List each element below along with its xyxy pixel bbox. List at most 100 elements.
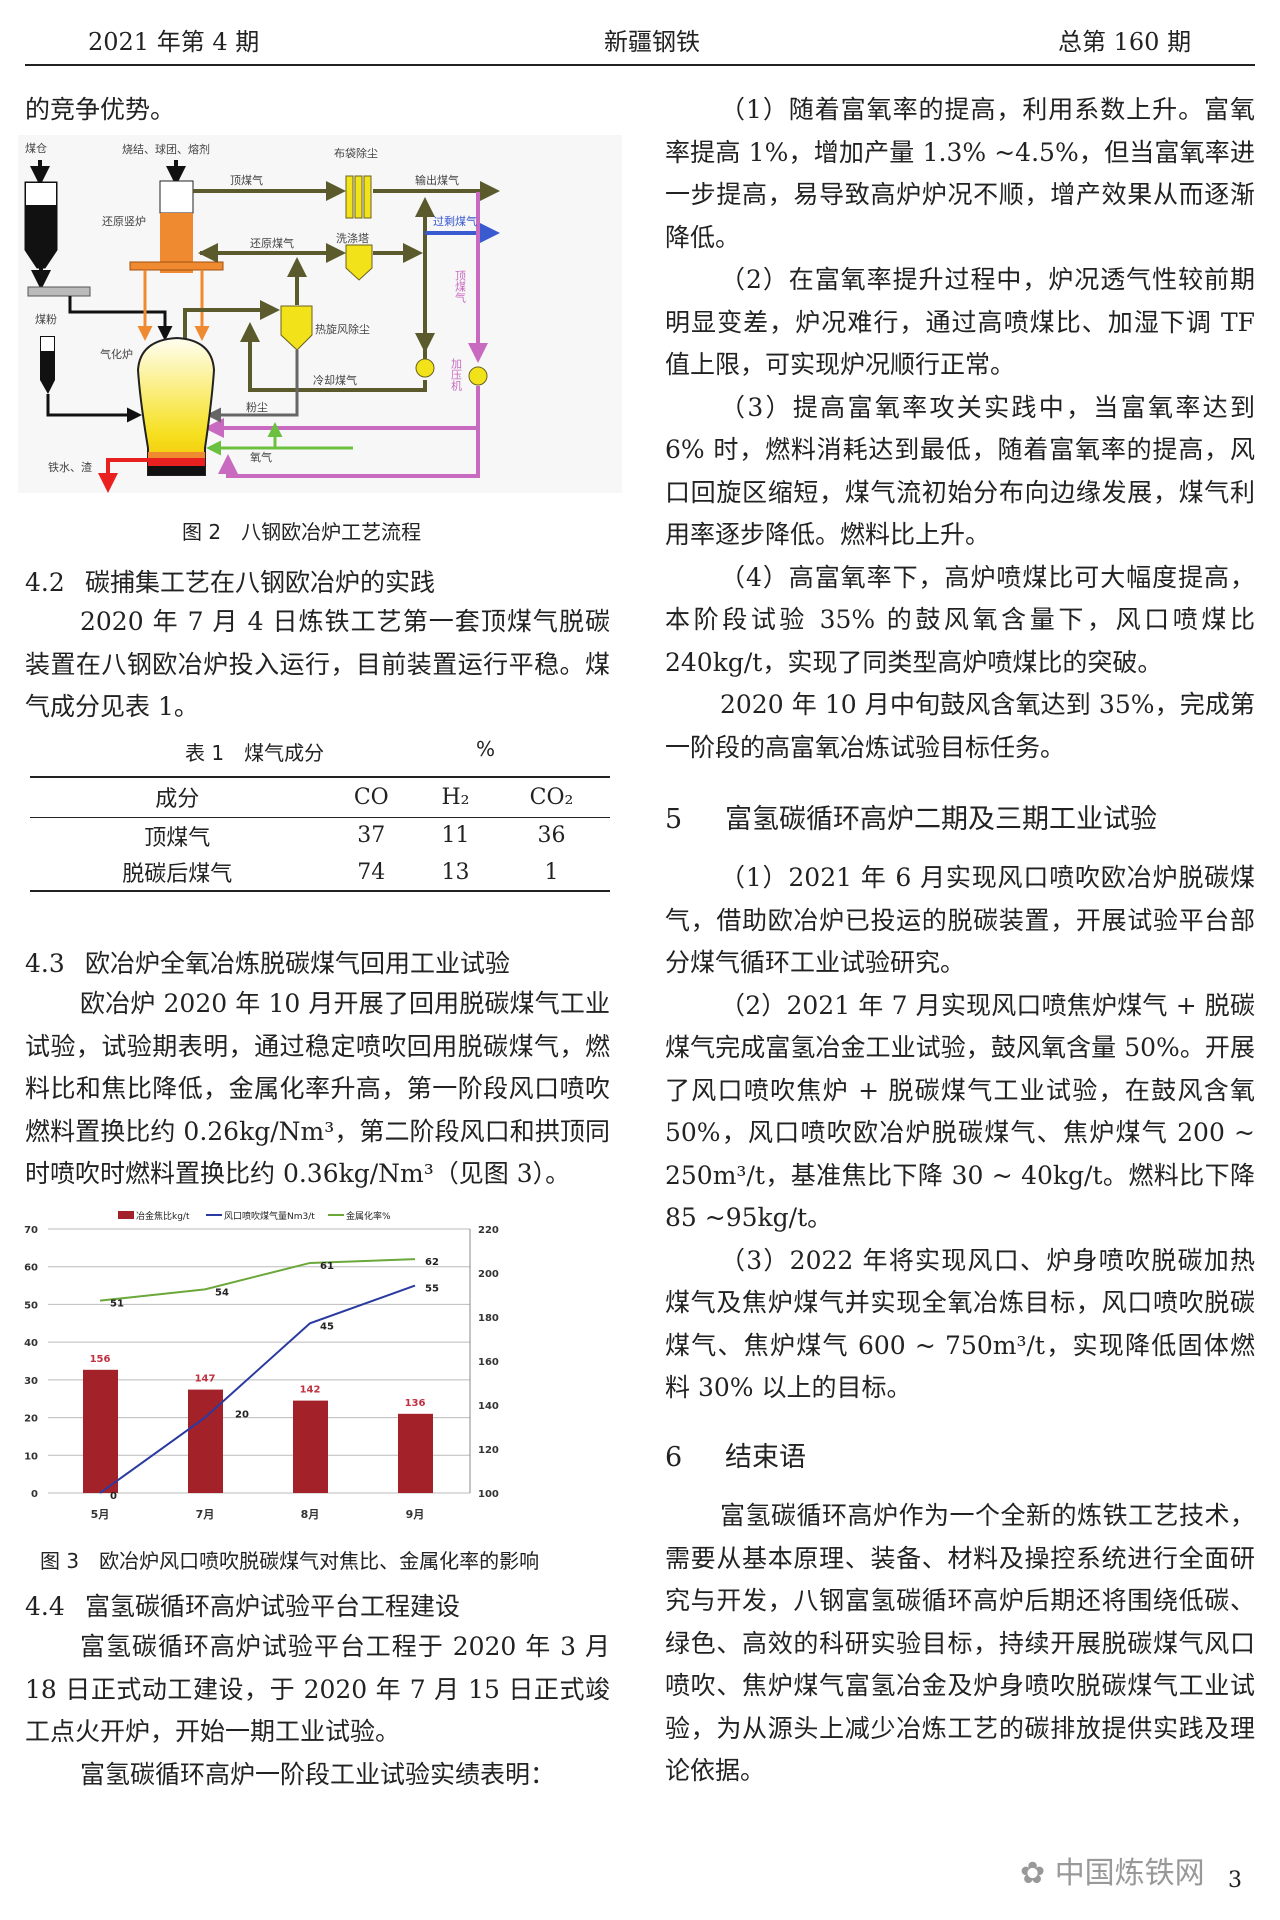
bar-data-label: 156: [90, 1354, 111, 1365]
dust-line: [206, 350, 299, 423]
bar-coke-ratio: [293, 1400, 328, 1493]
section-4-3-heading: 4.3 欧冶炉全氧冶炼脱碳煤气回用工业试验: [25, 949, 511, 978]
y-left-tick-label: 60: [24, 1263, 38, 1274]
section-4-2-body: 2020 年 7 月 4 日炼铁工艺第一套顶煤气脱碳装置在八钢欧冶炉投入运行，目…: [25, 607, 610, 721]
intro-tail: 的竞争优势。: [25, 95, 176, 124]
y-right-tick-label: 100: [478, 1489, 499, 1500]
y-left-tick-label: 50: [24, 1300, 38, 1311]
y-left-tick-label: 40: [24, 1338, 38, 1349]
y-left-tick-label: 30: [24, 1376, 38, 1387]
figure-3-chart: 0102030405060701001201401601802002201561…: [24, 1210, 499, 1521]
label-dust: 粉尘: [246, 401, 268, 414]
oxygen-line: [206, 422, 353, 456]
col-header: 成分: [155, 787, 200, 813]
y-right-tick-label: 220: [478, 1225, 499, 1236]
x-tick-label: 9月: [406, 1508, 425, 1521]
section-5-body: （1）2021 年 6 月实现风口喷吹欧冶炉脱碳煤气，借助欧冶炉已投运的脱碳装置…: [665, 863, 1255, 1402]
bar-data-label: 136: [405, 1398, 426, 1409]
recycled-gas-pipes: [204, 192, 488, 478]
section-4-3-body: 欧冶炉 2020 年 10 月开展了回用脱碳煤气工业试验，试验期表明，通过稳定喷…: [25, 989, 610, 1188]
journal-title: 新疆钢铁: [604, 28, 700, 56]
col-header: H₂: [441, 784, 470, 810]
section-4-2-heading: 4.2 碳捕集工艺在八钢欧冶炉的实践: [25, 568, 436, 597]
y-right-tick-label: 180: [478, 1313, 499, 1324]
col-header: CO: [353, 784, 389, 810]
figure-2-caption: 图 2 八钢欧冶炉工艺流程: [182, 520, 422, 544]
label-excess-gas: 过剩煤气: [433, 214, 477, 228]
label-hot-metal: 铁水、渣: [48, 460, 92, 474]
figure-2-process-flow: 煤仓 烧结、球团、熔剂 还原竖炉 顶煤气 布袋除尘 输出煤气 过剩煤气 还原煤气…: [18, 135, 622, 493]
table-1-title: 表 1 煤气成分: [185, 741, 325, 765]
line-data-label: 0: [110, 1491, 117, 1502]
col-header: CO₂: [529, 784, 574, 810]
legend-label: 风口喷吹煤气量Nm3/t: [224, 1210, 315, 1222]
line-data-label: 62: [425, 1257, 439, 1268]
figure-background: [18, 135, 622, 493]
line-data-label: 55: [425, 1284, 439, 1295]
section-6-body: 富氢碳循环高炉作为一个全新的炼铁工艺技术，需要从基本原理、装备、材料及操控系统进…: [665, 1501, 1255, 1785]
y-left-tick-label: 0: [31, 1489, 38, 1500]
page-number: 3: [1228, 1868, 1242, 1893]
label-oxygen: 氧气: [250, 450, 272, 464]
label-coal-powder: 煤粉: [35, 313, 57, 326]
equipment-icons: [280, 175, 488, 386]
trial-results-list: （1）随着富氧率的提高，利用系数上升。富氧率提高 1%，增加产量 1.3% ~4…: [665, 95, 1255, 762]
gasifier-icon: [98, 336, 216, 493]
reduction-shaft-icon: [129, 160, 224, 341]
figure-3-caption: 图 3 欧冶炉风口喷吹脱碳煤气对焦比、金属化率的影响: [40, 1549, 540, 1573]
legend-label: 冶金焦比kg/t: [136, 1210, 190, 1222]
label-cyclone: 热旋风除尘: [315, 322, 370, 336]
legend-label: 金属化率%: [346, 1210, 391, 1222]
table-1-gas-composition: 成分 CO H₂ CO₂ 顶煤气 37 11 36 脱碳后煤气 74 13 1: [30, 776, 610, 892]
x-tick-label: 8月: [301, 1508, 320, 1521]
line-data-label: 61: [320, 1261, 334, 1272]
table-row: 顶煤气 37 11 36: [144, 823, 566, 851]
bar-coke-ratio: [83, 1369, 118, 1493]
watermark: ✿ 中国炼铁网: [1020, 1856, 1205, 1891]
label-export-gas: 输出煤气: [415, 173, 459, 187]
gas-pipes: [183, 181, 500, 392]
y-left-tick-label: 10: [24, 1451, 38, 1462]
label-bag-filter: 布袋除尘: [334, 146, 378, 160]
header-rule: [25, 64, 1255, 66]
wechat-icon: ✿: [1020, 1856, 1055, 1891]
label-gasifier: 气化炉: [100, 347, 133, 361]
label-reducing-gas: 还原煤气: [250, 236, 294, 250]
line-data-label: 54: [215, 1287, 229, 1298]
journal-issue: 2021 年第 4 期: [88, 28, 260, 56]
line-data-label: 45: [320, 1321, 334, 1332]
x-tick-label: 7月: [196, 1508, 215, 1521]
label-top-gas: 顶煤气: [230, 173, 263, 187]
y-right-tick-label: 160: [478, 1357, 499, 1368]
label-compressor: 加压机: [450, 358, 463, 391]
x-tick-label: 5月: [91, 1508, 110, 1521]
y-right-tick-label: 140: [478, 1401, 499, 1412]
journal-total-issue: 总第 160 期: [1058, 28, 1192, 56]
coal-bin-icon: [24, 160, 173, 341]
label-cooling-gas: 冷却煤气: [313, 373, 357, 387]
label-scrubber: 洗涤塔: [336, 231, 369, 245]
label-burden: 烧结、球团、熔剂: [122, 142, 210, 156]
table-row: 脱碳后煤气 74 13 1: [30, 854, 610, 891]
label-shaft: 还原竖炉: [102, 215, 146, 228]
section-5-heading: 5 富氢碳循环高炉二期及三期工业试验: [665, 804, 1157, 835]
line-data-label: 51: [110, 1299, 124, 1310]
bar-data-label: 147: [195, 1374, 216, 1385]
line-data-label: 20: [235, 1410, 249, 1421]
y-right-tick-label: 120: [478, 1445, 499, 1456]
section-6-heading: 6 结束语: [665, 1442, 806, 1473]
legend-swatch: [118, 1211, 134, 1219]
series-line-1: [99, 1284, 416, 1494]
y-left-tick-label: 70: [24, 1225, 38, 1236]
section-4-4-heading: 4.4 富氢碳循环高炉试验平台工程建设: [25, 1592, 461, 1621]
y-right-tick-label: 200: [478, 1269, 499, 1280]
label-coal-bin: 煤仓: [25, 141, 47, 155]
label-top-gas-vertical: 顶煤气: [454, 270, 467, 303]
series-line-2: [99, 1258, 416, 1302]
table-1-unit: %: [476, 737, 496, 761]
section-4-4-body: 富氢碳循环高炉试验平台工程于 2020 年 3 月 18 日正式动工建设，于 2…: [25, 1632, 610, 1789]
coal-powder-hopper-icon: [40, 336, 142, 423]
bar-data-label: 142: [300, 1385, 321, 1396]
y-left-tick-label: 20: [24, 1414, 38, 1425]
bar-coke-ratio: [398, 1413, 433, 1493]
